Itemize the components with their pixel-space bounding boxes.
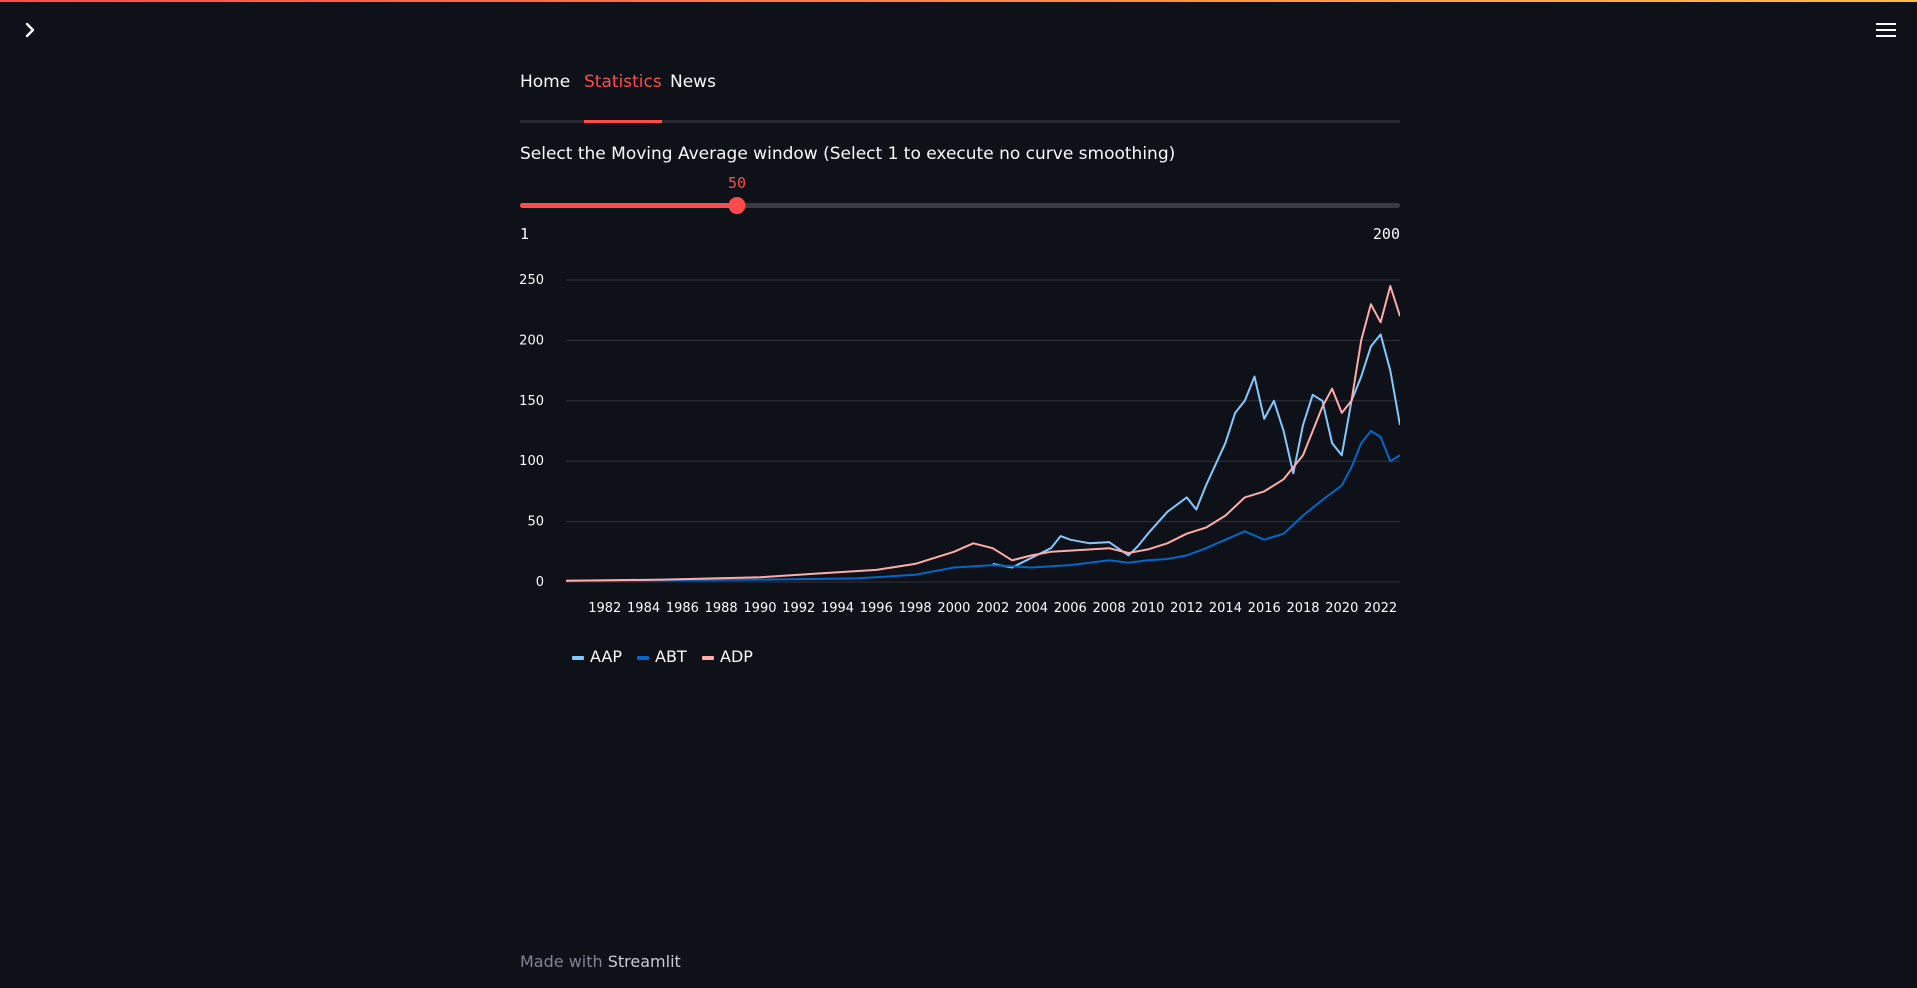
footer-brand-link[interactable]: Streamlit (607, 952, 681, 971)
x-tick-label: 1992 (782, 601, 815, 616)
moving-average-chart: 0 50 100 150 200 250 1982 1984 1986 1988 1990 1992 1… (519, 262, 1401, 682)
tab-bar: Home Statistics News (520, 70, 1400, 123)
main-content: Home Statistics News Select the Moving A… (519, 0, 1401, 988)
x-tick-label: 2012 (1170, 601, 1203, 616)
series-line-aap (992, 333, 1401, 569)
y-tick-label: 250 (520, 273, 544, 288)
legend-label-abt: ABT (655, 647, 687, 666)
legend-label-adp: ADP (720, 647, 753, 666)
x-tick-label: 1988 (705, 601, 738, 616)
slider-track[interactable] (520, 203, 1400, 208)
top-decoration-bar (0, 0, 1917, 2)
moving-average-slider-label: Select the Moving Average window (Select… (520, 144, 1176, 164)
tab-news[interactable]: News (670, 72, 716, 92)
x-tick-label: 2000 (937, 601, 970, 616)
x-tick-label: 1986 (666, 601, 699, 616)
slider-min-label: 1 (520, 225, 530, 243)
chevron-right-icon (25, 22, 35, 38)
x-tick-label: 2008 (1093, 601, 1126, 616)
x-tick-label: 2006 (1054, 601, 1087, 616)
x-tick-label: 1984 (627, 601, 660, 616)
slider-current-value: 50 (727, 174, 747, 192)
x-tick-label: 2016 (1248, 601, 1281, 616)
legend-swatch-aap (572, 656, 584, 660)
x-tick-label: 2002 (976, 601, 1009, 616)
series-line-adp (565, 285, 1401, 582)
x-tick-label: 2020 (1325, 601, 1358, 616)
x-tick-label: 1982 (588, 601, 621, 616)
y-tick-label: 150 (520, 394, 544, 409)
legend-swatch-abt (637, 656, 649, 660)
x-tick-label: 1990 (743, 601, 776, 616)
x-tick-label: 1994 (821, 601, 854, 616)
tab-statistics[interactable]: Statistics (584, 70, 662, 123)
y-tick-label: 50 (527, 515, 544, 530)
footer-prefix: Made with (520, 952, 603, 971)
line-chart-svg: 0 50 100 150 200 250 1982 1984 1986 1988 1990 1992 1… (519, 273, 1401, 666)
y-tick-label: 0 (536, 575, 544, 590)
slider-thumb[interactable] (728, 197, 746, 214)
slider-fill (520, 203, 737, 208)
x-tick-label: 2004 (1015, 601, 1048, 616)
x-tick-label: 1996 (860, 601, 893, 616)
y-tick-label: 100 (520, 454, 544, 469)
legend-label-aap: AAP (590, 647, 622, 666)
slider-max-label: 200 (1372, 225, 1400, 243)
x-tick-label: 2014 (1209, 601, 1242, 616)
x-tick-label: 1998 (899, 601, 932, 616)
footer: Made with Streamlit (520, 952, 681, 971)
x-tick-label: 2010 (1131, 601, 1164, 616)
x-tick-label: 2018 (1286, 601, 1319, 616)
y-tick-label: 200 (520, 333, 544, 348)
main-menu-button[interactable] (1871, 16, 1901, 44)
x-tick-label: 2022 (1364, 601, 1397, 616)
sidebar-toggle-button[interactable] (16, 16, 44, 44)
legend-swatch-adp (702, 656, 714, 660)
hamburger-menu-icon (1876, 23, 1896, 37)
series-line-abt (565, 430, 1401, 582)
tab-home[interactable]: Home (520, 72, 571, 92)
